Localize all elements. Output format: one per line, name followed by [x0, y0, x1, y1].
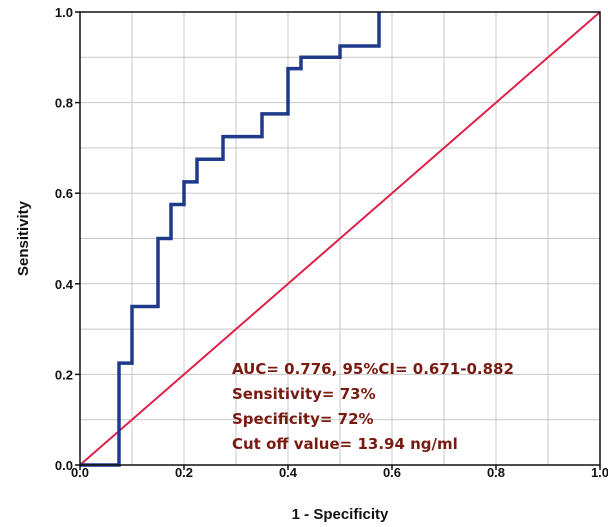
annotation-line: Specificity= 72% — [232, 410, 374, 428]
annotation-block: AUC= 0.776, 95%CI= 0.671-0.882 Sensitivit… — [232, 360, 514, 453]
y-tick-label: 0.0 — [55, 458, 73, 473]
x-axis-title: 1 - Specificity — [292, 506, 389, 523]
y-tick-label: 0.8 — [55, 96, 73, 111]
annotation-line: Cut off value= 13.94 ng/ml — [232, 435, 458, 453]
y-tick-label: 0.6 — [55, 186, 73, 201]
roc-curve-line — [80, 12, 381, 467]
x-tick-label: 0.0 — [71, 465, 89, 480]
x-tick-label: 0.6 — [383, 465, 401, 480]
x-tick-label: 0.4 — [279, 465, 298, 480]
y-tick-label: 0.2 — [55, 367, 73, 382]
y-axis-title: Sensitivity — [15, 200, 32, 276]
plot-frame — [79, 11, 601, 466]
x-tick-label: 0.8 — [487, 465, 505, 480]
annotation-line: AUC= 0.776, 95%CI= 0.671-0.882 — [232, 360, 514, 378]
x-tick-label: 1.0 — [591, 465, 608, 480]
reference-line — [79, 11, 601, 466]
y-tick-label: 1.0 — [55, 5, 73, 20]
x-tick-label: 0.2 — [175, 465, 193, 480]
annotation-line: Sensitivity= 73% — [232, 385, 376, 403]
y-tick-label: 0.4 — [55, 277, 74, 292]
